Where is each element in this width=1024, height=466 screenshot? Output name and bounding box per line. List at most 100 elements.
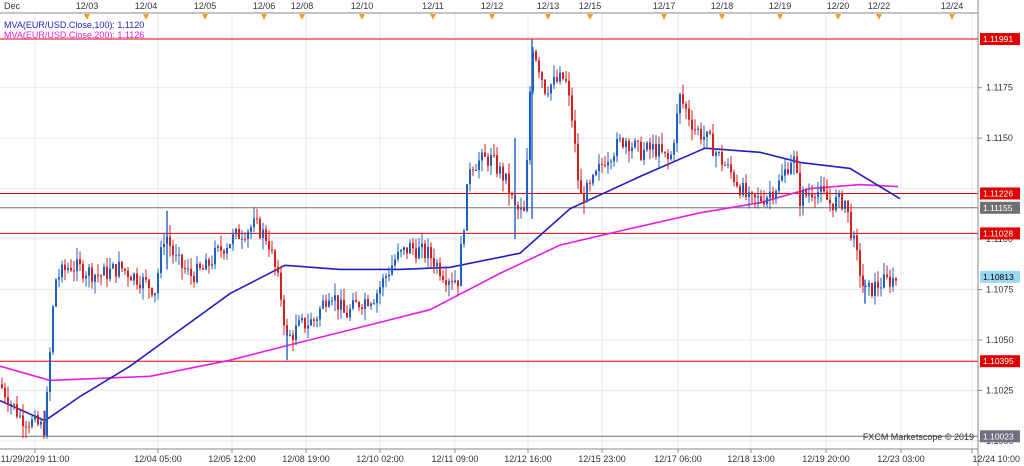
top-axis-marker-1 — [84, 14, 90, 20]
candle-body-292 — [877, 281, 879, 288]
candle-body-96 — [289, 334, 291, 336]
bottom-axis-label-2: 12/05 12:00 — [208, 454, 256, 464]
price-line-labels: 1.11991 1.11226 1.11155 1.11028 1.10395 1.100… — [980, 33, 1020, 443]
top-axis-marker-10 — [587, 14, 593, 20]
candle-body-273 — [820, 186, 822, 192]
candle-body-174 — [523, 207, 525, 211]
legend-ma100-name: MVA(EUR/USD.Close,100) — [4, 20, 112, 30]
candle-body-98 — [295, 325, 297, 340]
candle-body-46 — [139, 284, 141, 289]
candle-body-72 — [217, 246, 219, 248]
candle-body-65 — [196, 263, 198, 282]
top-axis-marker-5 — [299, 14, 305, 20]
candle-body-263 — [790, 163, 792, 174]
candle-body-235 — [706, 131, 708, 138]
candle-body-57 — [172, 245, 174, 256]
candle-body-152 — [457, 280, 459, 287]
candle-body-10 — [31, 419, 33, 427]
price-tag-label-1: 1.11226 — [983, 188, 1013, 198]
candle-body-66 — [199, 263, 201, 269]
candle-body-69 — [208, 259, 210, 266]
candle-body-103 — [310, 319, 312, 326]
candle-body-35 — [106, 266, 108, 279]
candle-body-257 — [772, 191, 774, 199]
bottom-axis-label-7: 12/15 23:00 — [578, 454, 626, 464]
top-axis-label-8: 12/12 — [481, 1, 504, 11]
candle-body-108 — [325, 300, 327, 307]
top-axis-marker-12 — [719, 14, 725, 20]
candle-body-80 — [241, 238, 243, 240]
candle-body-172 — [517, 205, 519, 210]
candle-body-291 — [874, 281, 876, 297]
candle-body-15 — [46, 391, 48, 436]
ma200-line — [0, 183, 899, 382]
candle-body-129 — [388, 274, 390, 277]
candle-body-58 — [175, 255, 177, 257]
top-axis-marker-16 — [949, 14, 955, 20]
candle-body-61 — [184, 267, 186, 270]
candle-body-165 — [496, 155, 498, 174]
candle-body-293 — [880, 287, 882, 289]
candle-body-182 — [547, 93, 549, 95]
horizontal-price-lines — [0, 38, 978, 437]
candle-body-114 — [343, 299, 345, 313]
candle-body-0 — [1, 384, 3, 388]
top-axis-label-2: 12/04 — [135, 1, 158, 11]
candle-body-56 — [169, 236, 171, 246]
candle-body-76 — [229, 244, 231, 249]
candle-body-151 — [454, 280, 456, 283]
candle-body-161 — [484, 152, 486, 157]
top-axis-label-14: 12/20 — [827, 1, 850, 11]
candle-body-162 — [487, 156, 489, 166]
candle-body-247 — [742, 183, 744, 196]
candle-body-54 — [163, 243, 165, 248]
candle-body-280 — [841, 193, 843, 209]
candle-body-205 — [616, 138, 618, 157]
candle-body-294 — [883, 274, 885, 288]
candle-body-286 — [859, 250, 861, 276]
candle-body-255 — [766, 197, 768, 205]
candle-body-40 — [121, 261, 123, 269]
candle-body-74 — [223, 250, 225, 254]
candle-body-243 — [730, 164, 732, 173]
candle-body-47 — [142, 277, 144, 289]
candle-body-149 — [448, 281, 450, 285]
candle-body-130 — [391, 265, 393, 275]
candle-body-201 — [604, 164, 606, 166]
candle-body-43 — [130, 277, 132, 281]
candle-body-207 — [622, 138, 624, 148]
candle-body-135 — [406, 247, 408, 254]
candle-body-267 — [802, 190, 804, 206]
candle-body-2 — [7, 397, 9, 405]
candle-body-230 — [691, 119, 693, 130]
candle-body-16 — [49, 352, 51, 392]
candle-body-265 — [796, 156, 798, 173]
candle-body-277 — [832, 203, 834, 211]
candle-body-278 — [835, 197, 837, 211]
bottom-axis-label-4: 12/10 02:00 — [356, 454, 404, 464]
candle-body-245 — [736, 181, 738, 187]
top-axis-label-16: 12/24 — [941, 1, 964, 11]
candle-body-50 — [151, 288, 153, 296]
candle-body-137 — [412, 243, 414, 249]
candle-body-73 — [220, 246, 222, 251]
candle-body-208 — [625, 140, 627, 148]
candle-body-29 — [88, 267, 90, 276]
price-axis-label-5: 1.1025 — [986, 385, 1014, 395]
candle-body-264 — [793, 156, 795, 164]
candle-body-143 — [430, 247, 432, 259]
candle-body-23 — [70, 268, 72, 271]
candle-body-198 — [595, 171, 597, 175]
candle-body-48 — [145, 277, 147, 280]
legend-ma100-value: 1.1120 — [117, 20, 144, 30]
top-axis-marker-13 — [777, 14, 783, 20]
candle-body-194 — [583, 193, 585, 203]
candle-body-30 — [91, 267, 93, 282]
candle-body-253 — [760, 196, 762, 202]
price-tag-box-2 — [980, 201, 1020, 214]
price-tag-box-1 — [980, 187, 1020, 200]
candle-body-272 — [817, 191, 819, 198]
candle-body-87 — [262, 229, 264, 238]
candle-body-113 — [340, 299, 342, 310]
